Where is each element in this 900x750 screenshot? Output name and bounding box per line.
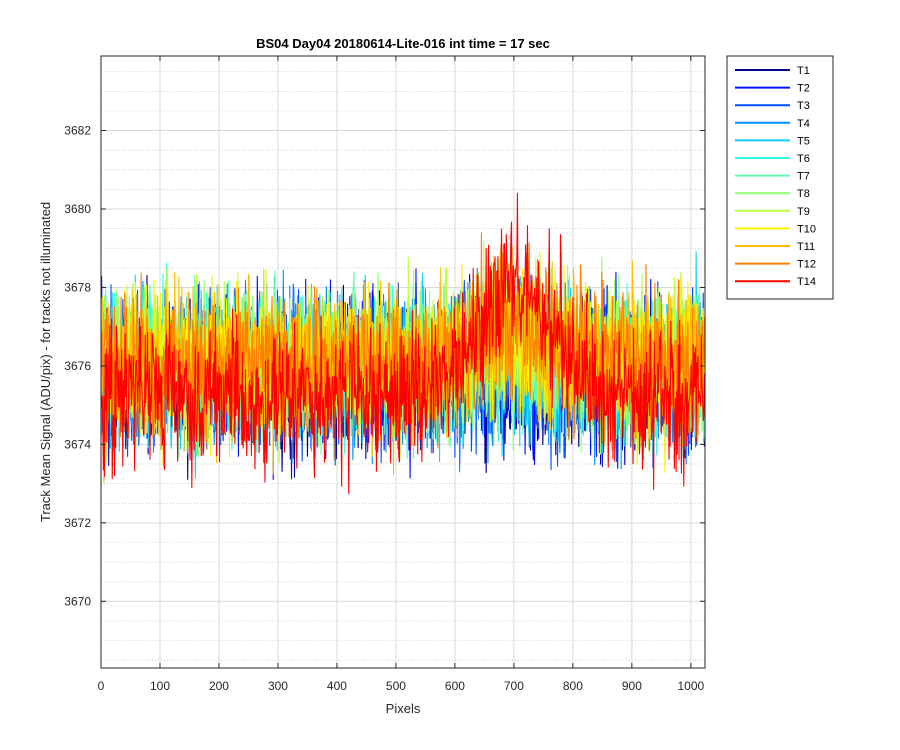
plot-area: 0 100 200 300 400 500 600 700 800 900 1000 3670 3672…	[64, 55, 706, 693]
axes-box	[100, 55, 706, 669]
x-tick-label: 500	[386, 679, 406, 693]
legend-items: T1 T2 T3 T4 T5 T6 T7 T8 T9 T10 T11 T12 T14	[735, 65, 816, 288]
legend: T1 T2 T3 T4 T5 T6 T7 T8 T9 T10 T11 T12 T14	[726, 55, 834, 300]
y-tick-label: 3672	[64, 516, 91, 530]
legend-label-t6: T6	[797, 153, 810, 165]
x-tick-label: 0	[98, 679, 105, 693]
y-tick-label: 3676	[64, 359, 91, 373]
y-tick-label: 3680	[64, 202, 91, 216]
y-tick-label: 3670	[64, 594, 91, 608]
legend-box	[726, 55, 834, 300]
x-tick-label: 400	[327, 679, 347, 693]
legend-label-t14: T14	[797, 276, 816, 288]
legend-label-t12: T12	[797, 259, 816, 271]
legend-label-t10: T10	[797, 223, 816, 235]
y-axis-label: Track Mean Signal (ADU/pix) - for tracks…	[38, 202, 53, 522]
x-tick-label: 200	[209, 679, 229, 693]
x-axis-label: Pixels	[386, 701, 421, 716]
x-tick-label: 900	[622, 679, 642, 693]
legend-label-t7: T7	[797, 171, 810, 183]
x-tick-label: 100	[150, 679, 170, 693]
x-tick-label: 1000	[677, 679, 704, 693]
legend-label-t9: T9	[797, 206, 810, 218]
legend-label-t1: T1	[797, 65, 810, 77]
y-tick-label: 3682	[64, 124, 91, 138]
ticks: 0 100 200 300 400 500 600 700 800 900 1000 3670 3672…	[64, 56, 705, 693]
x-tick-label: 600	[445, 679, 465, 693]
series-line-t14	[100, 192, 705, 495]
legend-label-t4: T4	[797, 118, 810, 130]
legend-label-t8: T8	[797, 188, 810, 200]
series-line-t12	[100, 232, 705, 454]
y-tick-label: 3678	[64, 280, 91, 294]
x-tick-label: 300	[268, 679, 288, 693]
legend-label-t2: T2	[797, 83, 810, 95]
y-tick-label: 3674	[64, 437, 91, 451]
x-tick-label: 800	[563, 679, 583, 693]
legend-label-t11: T11	[797, 241, 815, 253]
chart-title: BS04 Day04 20180614-Lite-016 int time = …	[256, 36, 550, 51]
legend-label-t5: T5	[797, 135, 810, 147]
series-layer	[100, 192, 705, 495]
x-tick-label: 700	[504, 679, 524, 693]
legend-label-t3: T3	[797, 100, 810, 112]
